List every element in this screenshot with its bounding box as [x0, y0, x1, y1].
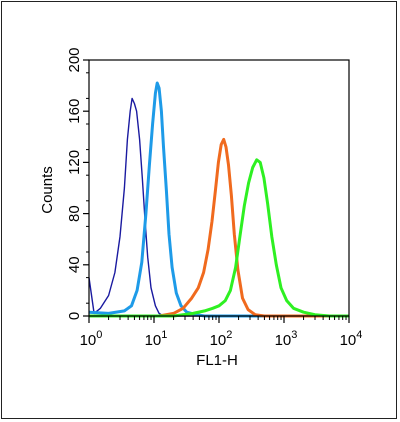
y-tick-label: 80 [66, 205, 83, 222]
histogram-series-2 [88, 81, 349, 318]
histogram-series-4 [89, 158, 349, 318]
plot-area [88, 59, 350, 317]
y-tick-label: 0 [66, 312, 83, 320]
histogram-series-1 [88, 97, 349, 317]
y-axis-label: Counts [39, 166, 56, 214]
series-layer [88, 81, 349, 318]
y-tick-label: 40 [66, 256, 83, 273]
x-tick-label: 103 [275, 329, 298, 349]
y-tick-label: 120 [66, 150, 83, 175]
x-tick-label: 101 [145, 329, 168, 349]
x-tick-label: 100 [80, 329, 103, 349]
x-tick-label: 104 [340, 329, 363, 349]
y-tick-label: 160 [66, 99, 83, 124]
histogram-series-3 [89, 137, 349, 318]
x-tick-label: 102 [210, 329, 233, 349]
axes-layer: 0 40 80 120 160 200 100 101 102 103 104 [66, 47, 362, 349]
x-axis-label: FL1-H [196, 352, 238, 369]
y-tick-label: 200 [66, 47, 83, 72]
